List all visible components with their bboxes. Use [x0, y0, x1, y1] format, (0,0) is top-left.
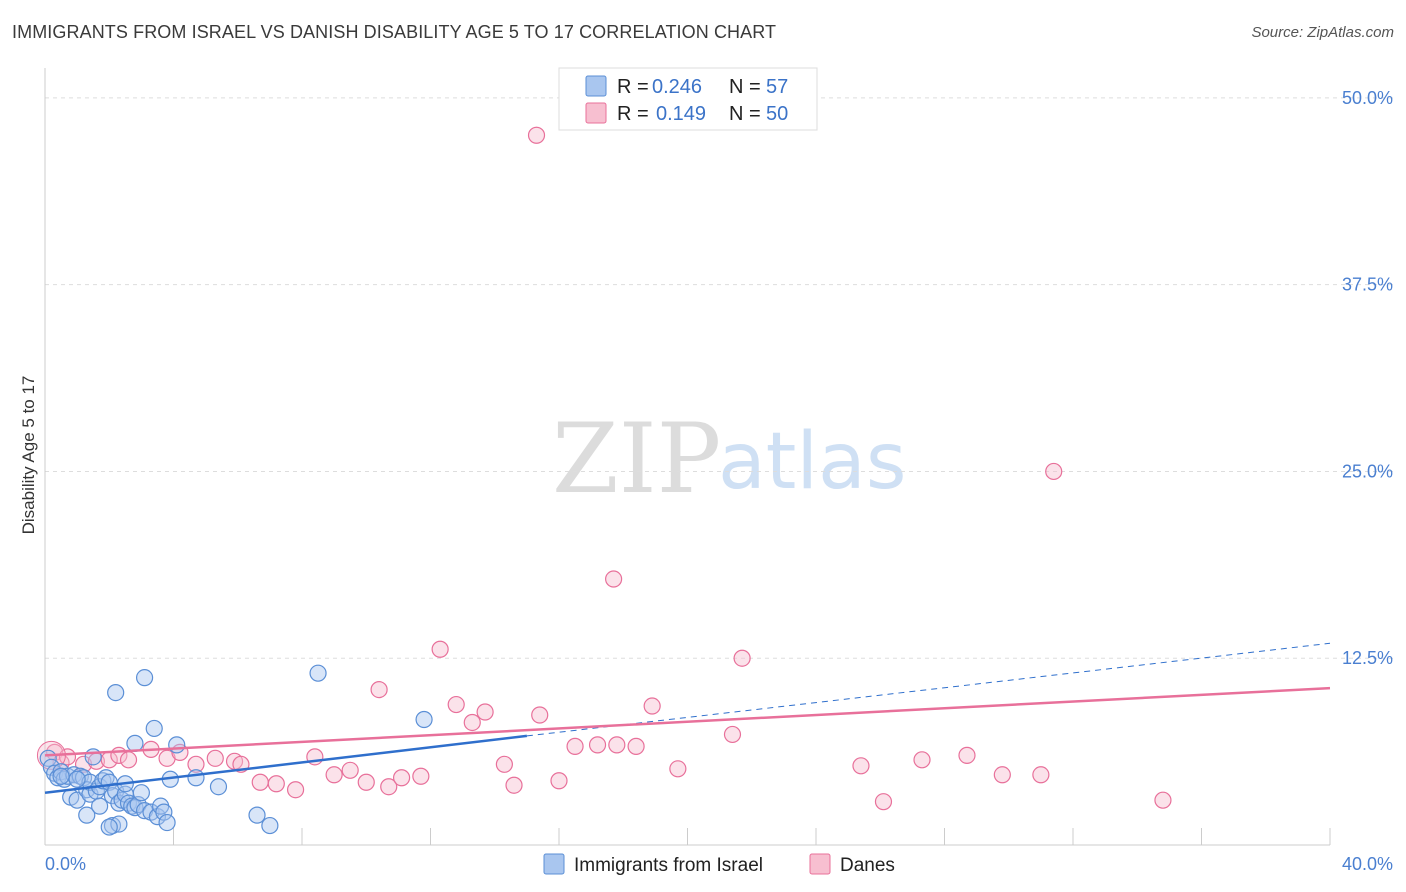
danes-point — [463, 713, 481, 732]
series-legend: Immigrants from Israel Danes — [543, 853, 895, 876]
danes-point — [251, 773, 269, 791]
israel-point — [168, 736, 186, 754]
legend-n-label-danes: N = — [729, 103, 761, 125]
x-tick-marks — [44, 828, 1331, 845]
israel-trend-line — [44, 734, 528, 794]
danes-point — [357, 773, 375, 791]
source-note: Source: ZipAtlas.com — [1251, 24, 1394, 41]
israel-point — [107, 683, 125, 702]
israel-point — [110, 794, 128, 812]
israel-point — [126, 734, 144, 752]
danes-point — [495, 755, 513, 773]
danes-point — [380, 778, 398, 796]
israel-trend-extension — [526, 642, 1331, 737]
israel-points — [39, 664, 433, 836]
danes-point — [206, 749, 224, 767]
y-axis-label: Disability Age 5 to 17 — [19, 376, 38, 535]
danes-point — [608, 736, 626, 754]
danes-point — [392, 769, 411, 787]
israel-point — [261, 816, 279, 835]
danes-point — [341, 761, 359, 779]
danes-point — [1032, 766, 1050, 784]
legend-r-label-danes: R = — [617, 103, 649, 125]
chart-title: IMMIGRANTS FROM ISRAEL VS DANISH DISABIL… — [12, 22, 777, 42]
legend-n-value-israel: 57 — [766, 76, 788, 98]
danes-point — [874, 793, 893, 811]
danes-point — [852, 757, 870, 775]
israel-point — [84, 748, 102, 766]
danes-point — [723, 725, 742, 744]
danes-point — [643, 697, 661, 715]
danes-point — [447, 695, 465, 714]
israel-point — [110, 815, 128, 833]
legend-swatch-israel — [585, 75, 607, 97]
danes-point — [286, 781, 305, 799]
danes-point — [627, 737, 645, 755]
israel-point — [91, 797, 109, 815]
israel-point — [209, 778, 228, 796]
series-label-danes: Danes — [840, 855, 895, 876]
danes-point — [1045, 462, 1063, 481]
y-tick-label: 50.0% — [1342, 88, 1393, 108]
israel-point — [126, 799, 144, 817]
danes-point — [1154, 791, 1172, 809]
danes-point — [476, 703, 494, 721]
israel-point — [52, 767, 70, 785]
israel-point — [132, 784, 150, 802]
danes-point — [958, 746, 976, 764]
danes-point — [527, 126, 546, 144]
israel-point — [68, 770, 86, 788]
israel-point — [100, 818, 118, 836]
danes-point — [913, 751, 931, 769]
legend-r-value-danes: 0.149 — [656, 103, 706, 125]
legend-r-label-israel: R = — [617, 76, 649, 98]
series-label-israel: Immigrants from Israel — [574, 855, 763, 876]
y-tick-labels: 12.5% 25.0% 37.5% 50.0% — [1342, 88, 1393, 668]
danes-point — [993, 766, 1011, 784]
y-tick-label: 37.5% — [1342, 275, 1393, 295]
legend-n-label-israel: N = — [729, 76, 761, 98]
israel-point — [158, 813, 176, 832]
watermark: ZIP atlas — [552, 403, 907, 515]
israel-point — [187, 769, 205, 787]
danes-point — [733, 649, 751, 667]
israel-point — [145, 719, 163, 738]
israel-point — [309, 664, 327, 682]
danes-point — [605, 570, 623, 588]
danes-point — [187, 755, 205, 773]
danes-point — [119, 751, 138, 769]
danes-point — [412, 767, 430, 785]
danes-point — [431, 640, 449, 658]
stats-legend: R = 0.246 N = 57 R = 0.149 N = 50 — [558, 67, 818, 131]
danes-point — [550, 772, 568, 790]
danes-point — [669, 760, 687, 778]
x-tick-label-min: 0.0% — [45, 854, 86, 874]
danes-point — [531, 706, 549, 724]
danes-point — [370, 680, 388, 699]
israel-point — [155, 803, 173, 821]
watermark-zip: ZIP — [552, 403, 721, 515]
watermark-atlas: atlas — [718, 417, 907, 507]
legend-swatch-danes — [585, 102, 607, 124]
danes-point — [588, 736, 607, 754]
series-swatch-israel — [543, 853, 565, 875]
series-swatch-danes — [809, 853, 831, 875]
grid — [45, 97, 1393, 659]
y-tick-label: 25.0% — [1342, 461, 1393, 481]
danes-point — [325, 766, 343, 784]
legend-n-value-danes: 50 — [766, 103, 788, 125]
israel-point — [78, 806, 96, 824]
danes-point — [505, 776, 523, 794]
danes-point — [566, 737, 584, 755]
danes-point — [267, 775, 285, 793]
trend-lines — [44, 642, 1331, 794]
danes-trend-line — [44, 686, 1331, 757]
israel-point — [248, 806, 266, 824]
x-tick-label-max: 40.0% — [1342, 854, 1393, 874]
israel-point — [415, 710, 433, 729]
israel-point — [135, 669, 154, 687]
legend-r-value-israel: 0.246 — [652, 76, 702, 98]
y-tick-label: 12.5% — [1342, 648, 1393, 668]
